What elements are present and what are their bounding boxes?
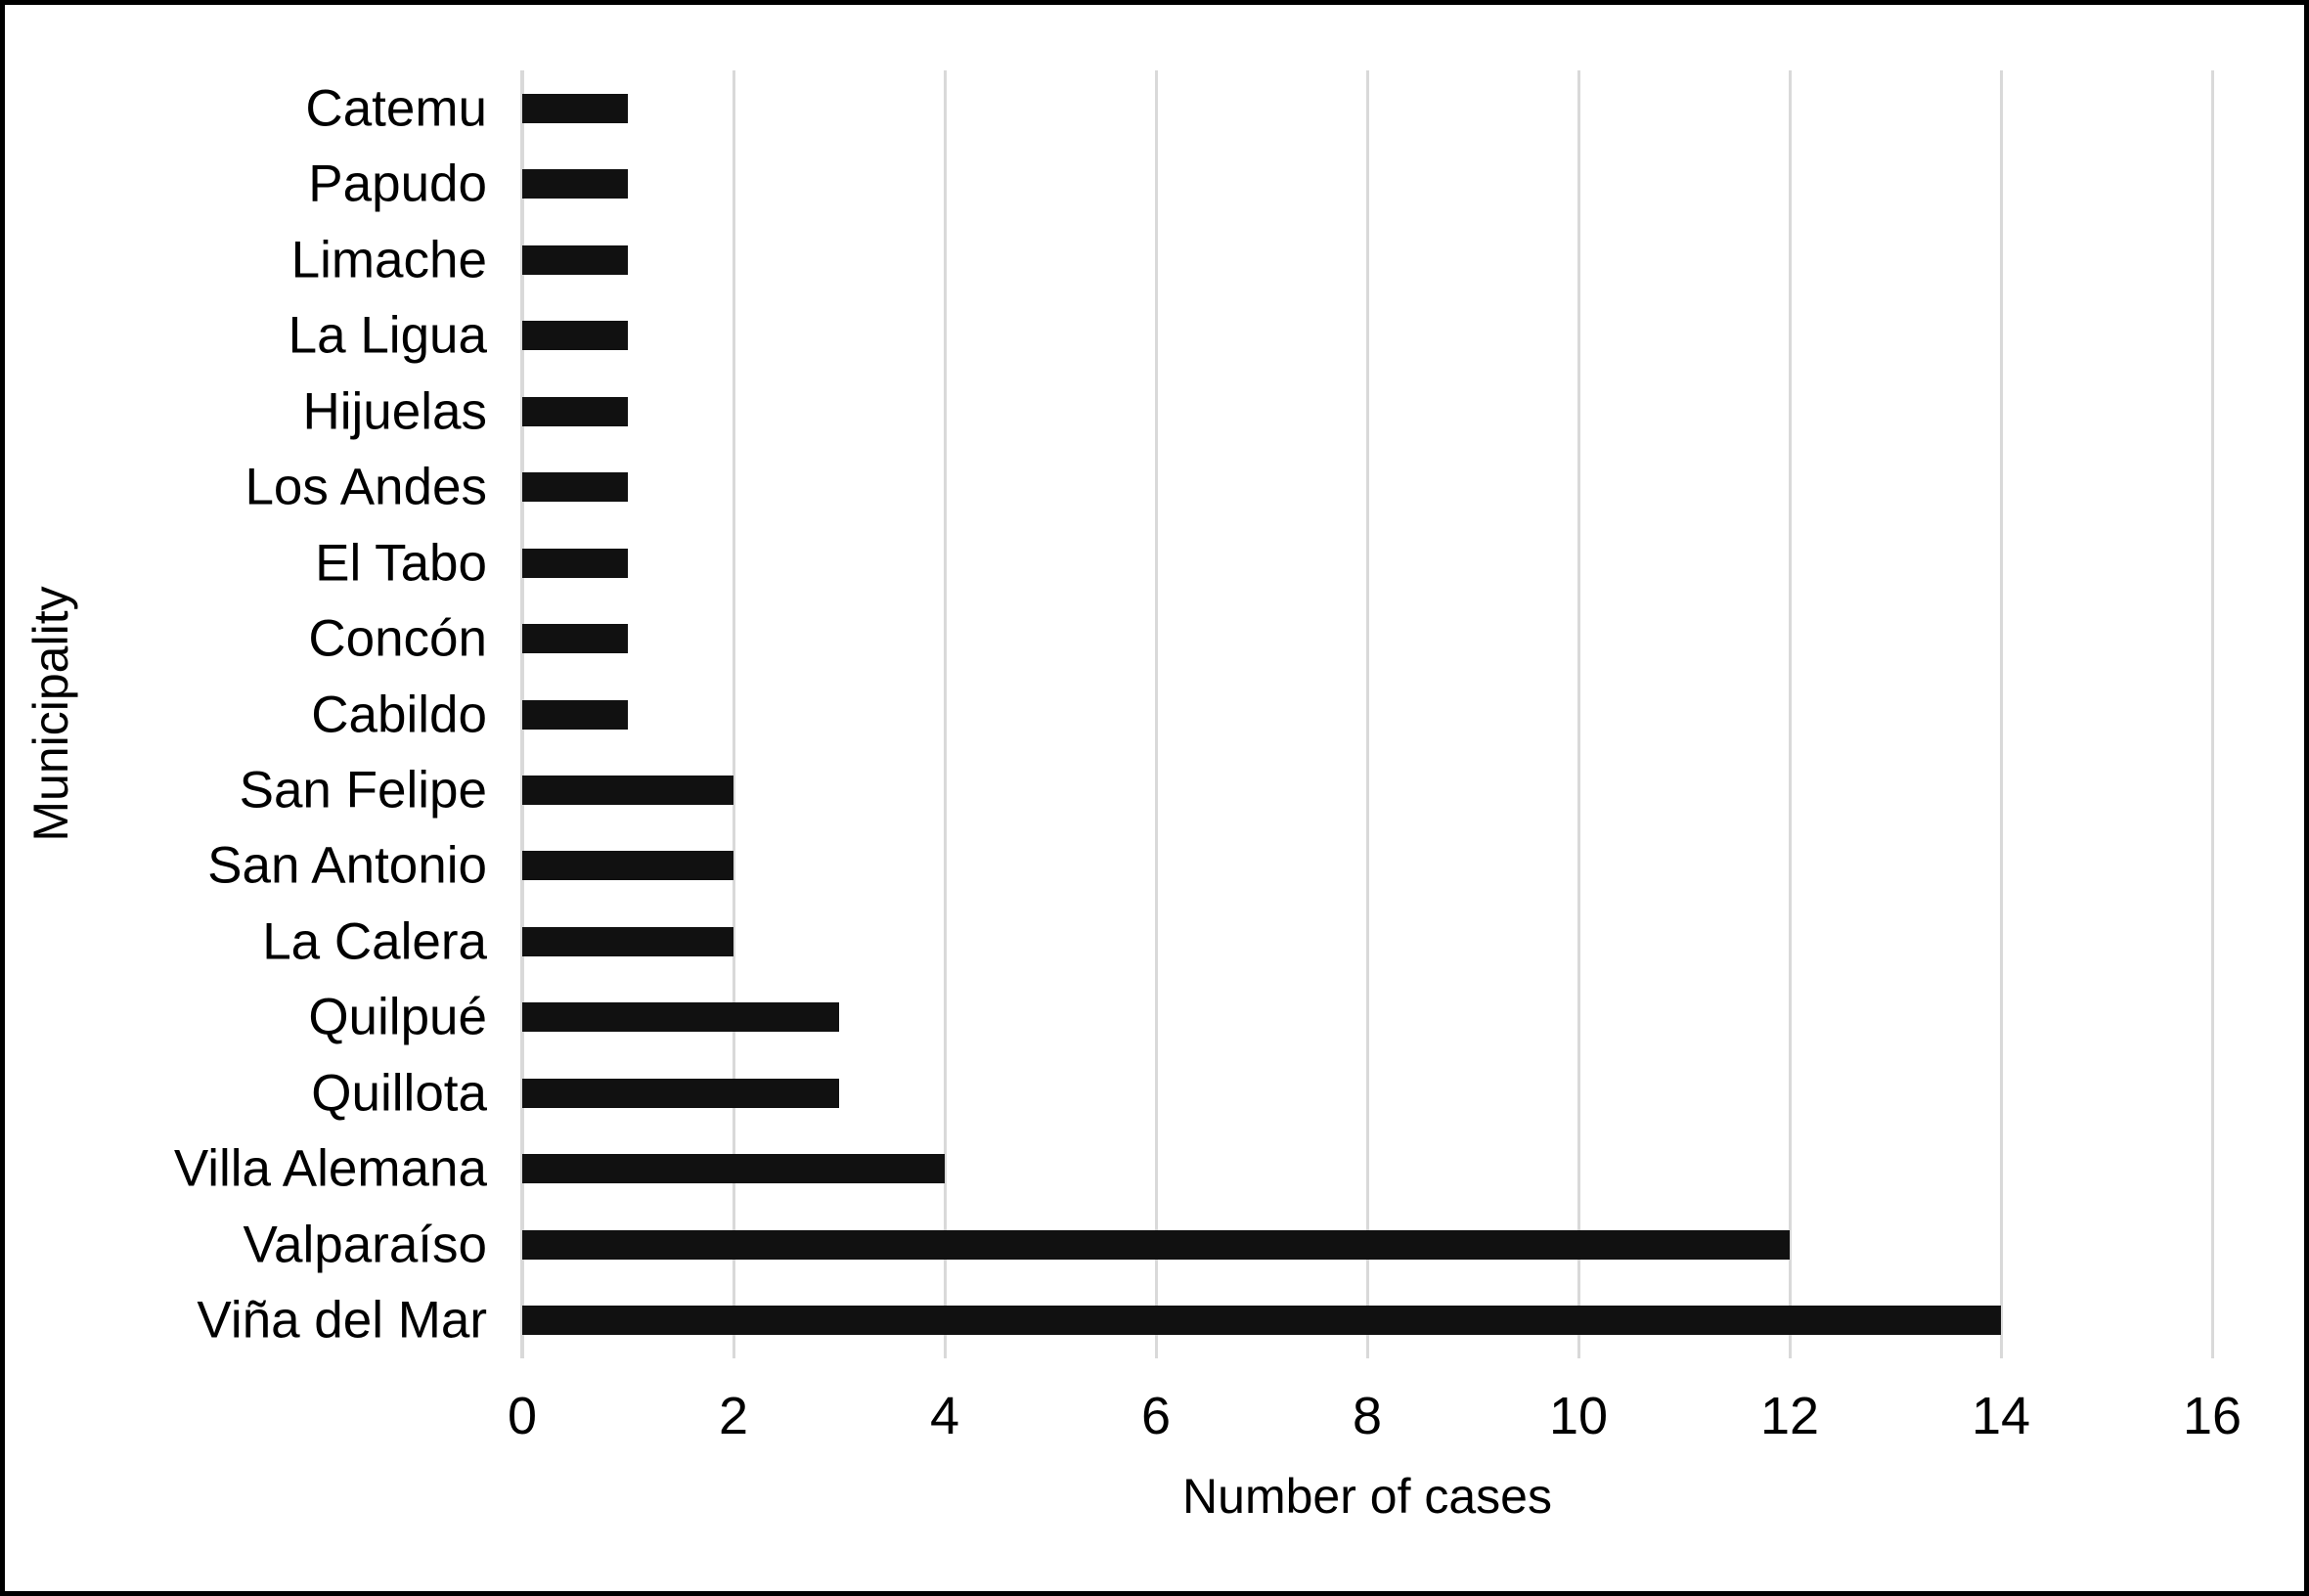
bar (522, 1229, 1790, 1260)
x-tick-label: 6 (1140, 1387, 1172, 1445)
gridline (943, 70, 947, 1358)
x-tick-label: 12 (1759, 1387, 1820, 1445)
category-label: San Antonio (207, 836, 487, 895)
category-label: Los Andes (244, 458, 487, 516)
bar (522, 169, 628, 200)
gridline (1576, 70, 1580, 1358)
bar (522, 699, 628, 730)
category-label: Catemu (305, 79, 487, 138)
x-tick-label: 10 (1548, 1387, 1609, 1445)
category-label: Limache (290, 231, 487, 289)
bar (522, 93, 628, 123)
bar (522, 244, 628, 275)
bar (522, 396, 628, 426)
x-tick-label: 14 (1971, 1387, 2031, 1445)
category-label: Quilpué (308, 988, 487, 1046)
category-label: Villa Alemana (173, 1139, 487, 1198)
x-tick-label: 8 (1352, 1387, 1383, 1445)
category-label: La Calera (262, 912, 487, 971)
bar (522, 1154, 945, 1184)
bar (522, 775, 733, 805)
category-label: Concón (308, 609, 487, 668)
bar (522, 1078, 839, 1108)
category-label: La Ligua (288, 306, 487, 365)
category-label: Valparaíso (243, 1216, 487, 1274)
bar (522, 624, 628, 654)
gridline (1365, 70, 1369, 1358)
x-axis-title: Number of cases (1182, 1469, 1552, 1524)
category-label: Quillota (311, 1064, 487, 1123)
x-tick-label: 16 (2182, 1387, 2242, 1445)
gridline (1154, 70, 1158, 1358)
bar (522, 472, 628, 503)
bar (522, 1306, 2001, 1336)
gridline (1788, 70, 1792, 1358)
bar (522, 851, 733, 881)
category-label: San Felipe (239, 761, 487, 820)
bar (522, 548, 628, 578)
bar (522, 926, 733, 956)
category-label: Cabildo (311, 686, 487, 743)
category-label: Viña del Mar (197, 1291, 487, 1350)
x-tick-label: 0 (507, 1387, 538, 1445)
category-label: El Tabo (315, 534, 487, 593)
gridline (732, 70, 735, 1358)
category-label: Papudo (308, 155, 487, 213)
gridline (2210, 70, 2214, 1358)
bar (522, 1002, 839, 1033)
gridline (1999, 70, 2003, 1358)
bar (522, 321, 628, 351)
x-tick-label: 2 (718, 1387, 749, 1445)
x-tick-label: 4 (929, 1387, 960, 1445)
category-label: Hijuelas (302, 382, 487, 441)
